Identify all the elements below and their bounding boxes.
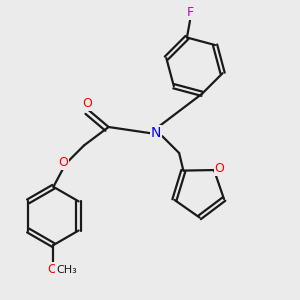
Text: O: O	[47, 263, 57, 276]
Text: O: O	[82, 98, 92, 110]
Text: O: O	[214, 162, 224, 175]
Text: CH₃: CH₃	[56, 265, 76, 275]
Text: O: O	[58, 156, 68, 169]
Text: F: F	[186, 7, 194, 20]
Text: N: N	[151, 126, 161, 140]
